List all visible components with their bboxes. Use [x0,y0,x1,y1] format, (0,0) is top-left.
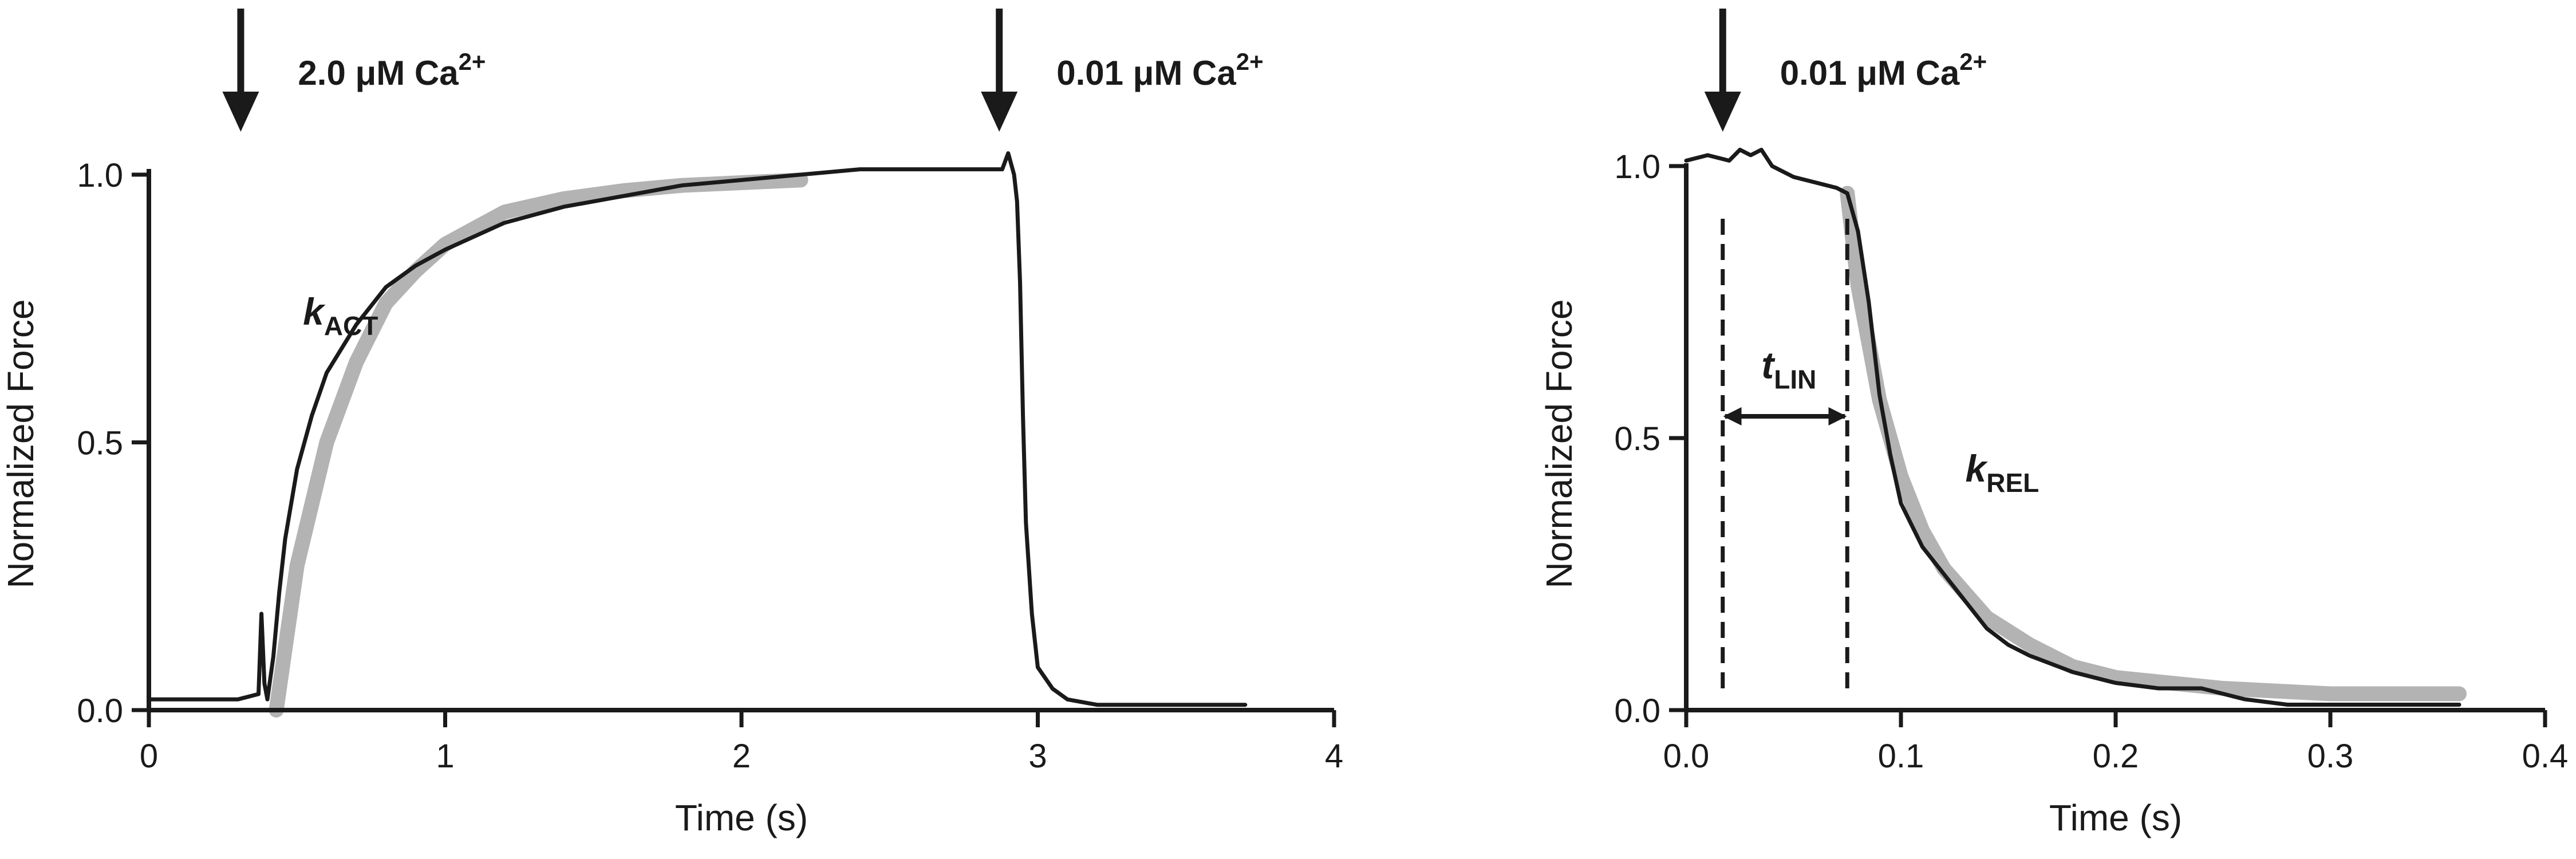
activation-x-tick-label: 4 [1325,738,1343,775]
activation-y-axis-title: Normalized Force [0,299,41,588]
activation-y-tick-label: 1.0 [77,157,123,194]
activation-plot-layer [147,151,1248,718]
activation-y-tick-label: 0.0 [77,692,123,730]
relaxation-x-tick-label: 0.3 [2307,738,2354,775]
activation-axis-ticks: 0 1 2 3 4 0.0 0.5 1.0 [77,157,1343,775]
relaxation-y-tick-label: 0.5 [1614,420,1660,458]
relaxation-x-axis-title: Time (s) [2049,797,2182,838]
activation-force-trace [147,151,1248,707]
activation-x-tick-label: 0 [140,738,158,775]
relaxation-force-trace [1684,148,2461,707]
calcium-arrow-head [981,92,1018,132]
rate-label-rel: kREL [1966,447,2040,498]
relaxation-y-axis-title: Normalized Force [1539,299,1580,588]
relaxation-fit-curve [1840,186,2467,702]
relaxation-plot-layer [1684,148,2467,707]
relaxation-panel: 0.0 0.1 0.2 0.3 0.4 0.0 0.5 1.0 Time (s) Normal… [1539,9,2568,838]
relaxation-x-tick-label: 0.2 [2093,738,2139,775]
rate-label-act: kACT [303,290,378,341]
calcium-label: 0.01 μM Ca2+ [1056,48,1263,92]
relaxation-y-tick-label: 0.0 [1614,692,1660,730]
rate-label-lin: tLIN [1761,344,1816,395]
relaxation-axis-ticks: 0.0 0.1 0.2 0.3 0.4 0.0 0.5 1.0 [1614,148,2568,775]
relaxation-annotations: 0.01 μM Ca2+ tLIN kREL [1704,9,2040,688]
relaxation-y-tick-label: 1.0 [1614,148,1660,186]
activation-x-tick-label: 2 [732,738,751,775]
activation-x-tick-label: 1 [436,738,454,775]
activation-y-tick-label: 0.5 [77,425,123,462]
activation-x-tick-label: 3 [1028,738,1047,775]
activation-annotations: 2.0 μM Ca2+ 0.01 μM Ca2+ kACT [222,9,1264,341]
activation-fit-curve [269,172,808,718]
activation-x-axis-title: Time (s) [675,797,808,838]
relaxation-x-tick-label: 0.4 [2522,738,2569,775]
relaxation-x-tick-label: 0.1 [1878,738,1924,775]
calcium-arrow-head [1704,92,1741,132]
relaxation-x-tick-label: 0.0 [1663,738,1710,775]
activation-panel: 0 1 2 3 4 0.0 0.5 1.0 Time (s) Normalized Force… [0,9,1343,838]
calcium-arrow-head [222,92,259,132]
calcium-label: 0.01 μM Ca2+ [1780,48,1987,92]
calcium-label: 2.0 μM Ca2+ [298,48,486,92]
